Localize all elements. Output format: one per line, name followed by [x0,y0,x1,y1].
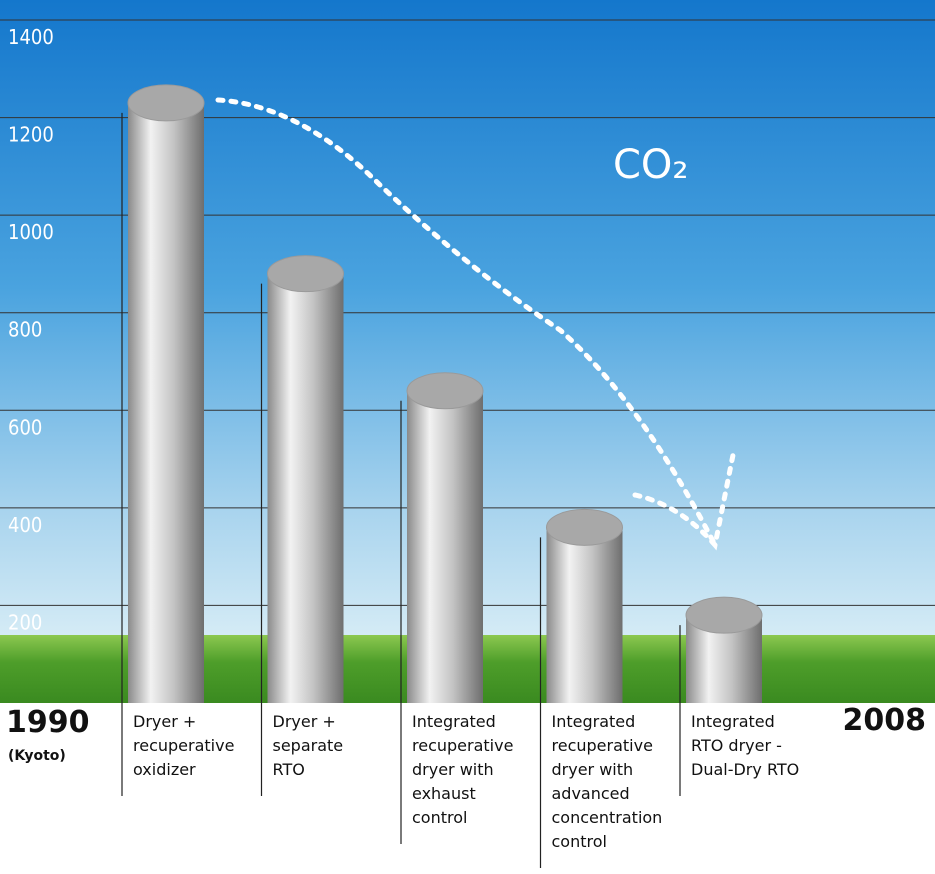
y-tick-label: 600 [8,415,42,439]
x-tick-label: Integrated RTO dryer -Dual-Dry RTO [691,712,799,779]
y-tick-label: 1000 [8,220,54,244]
x-tick-label: Integrated recuperative dryer with advanced… [552,712,663,851]
x-tick-label: Dryer + recuperative oxidizer [133,712,234,779]
start-note: (Kyoto) [8,748,66,764]
y-tick-label: 1200 [8,123,54,147]
x-tick-label: Integrated recuperative dryer with exhaust c… [412,712,513,827]
trend-arrow [215,97,718,548]
bar [267,273,344,703]
y-tick-label: 200 [8,610,42,634]
y-tick-label: 1400 [8,25,54,49]
start-label: 1990 [6,705,90,740]
bars: Dryer + recuperative oxidizer Dryer + separa… [121,84,799,868]
bar [128,102,204,703]
bar-top [546,508,623,546]
bar [407,390,483,703]
end-label: 2008 [843,703,927,738]
y-tick-label: 400 [8,513,42,537]
annotation: CO₂ [613,142,688,188]
bar-top [685,596,763,634]
arrow-head [632,452,736,551]
bar-top [267,255,344,293]
bar [546,527,623,703]
x-tick-label: Dryer + separate RTO [273,712,344,779]
bar-top [127,84,205,122]
bar-top [406,372,484,410]
y-tick-label: 800 [8,318,42,342]
